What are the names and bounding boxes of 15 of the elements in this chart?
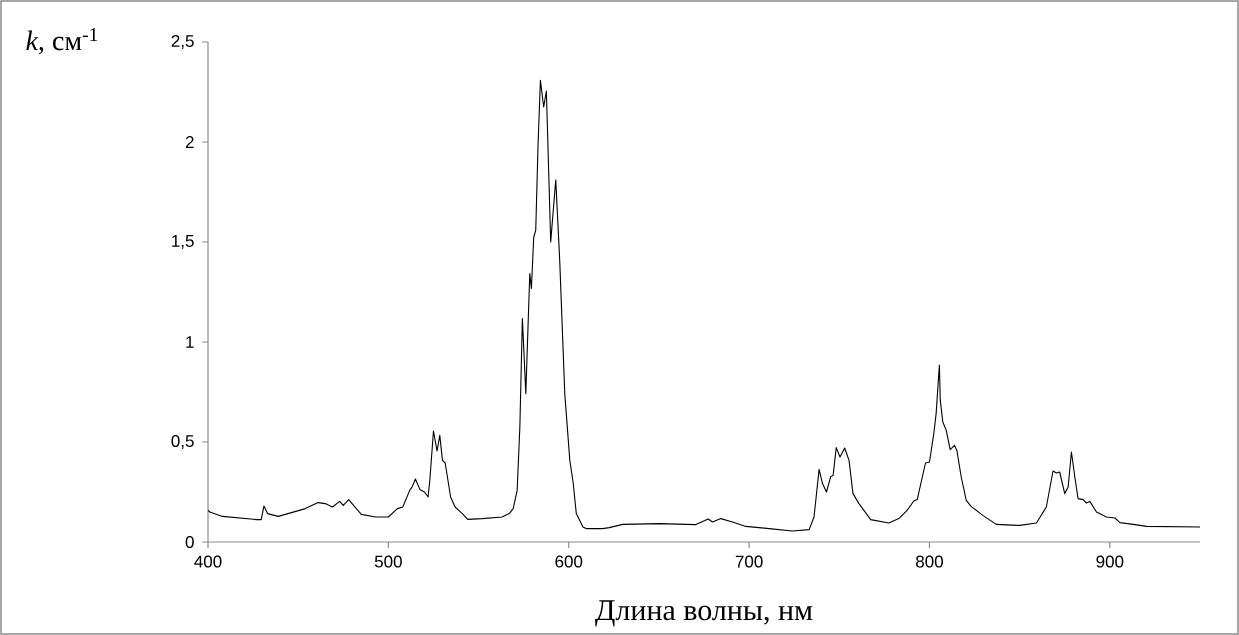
y-tick-label: 2,5 xyxy=(171,34,194,50)
y-tick-label: 2 xyxy=(185,136,194,148)
y-tick-label: 1,5 xyxy=(172,235,194,249)
y-tick-label: 0 xyxy=(185,535,194,549)
x-axis-title: Длина волны, нм xyxy=(595,600,813,627)
y-tick-label: 1 xyxy=(186,336,194,348)
x-tick-label: 800 xyxy=(916,555,943,568)
x-tick-label: 600 xyxy=(555,555,583,568)
y-axis-title: k, см$^{-1}$ xyxy=(26,28,98,55)
y-tick-label: 0,5 xyxy=(171,434,194,450)
x-tick-label: 900 xyxy=(1096,555,1124,568)
x-tick-label: 400 xyxy=(194,555,222,568)
x-tick-label: 700 xyxy=(735,555,763,568)
line-series xyxy=(207,79,1201,532)
x-tick-label: 500 xyxy=(374,555,402,568)
